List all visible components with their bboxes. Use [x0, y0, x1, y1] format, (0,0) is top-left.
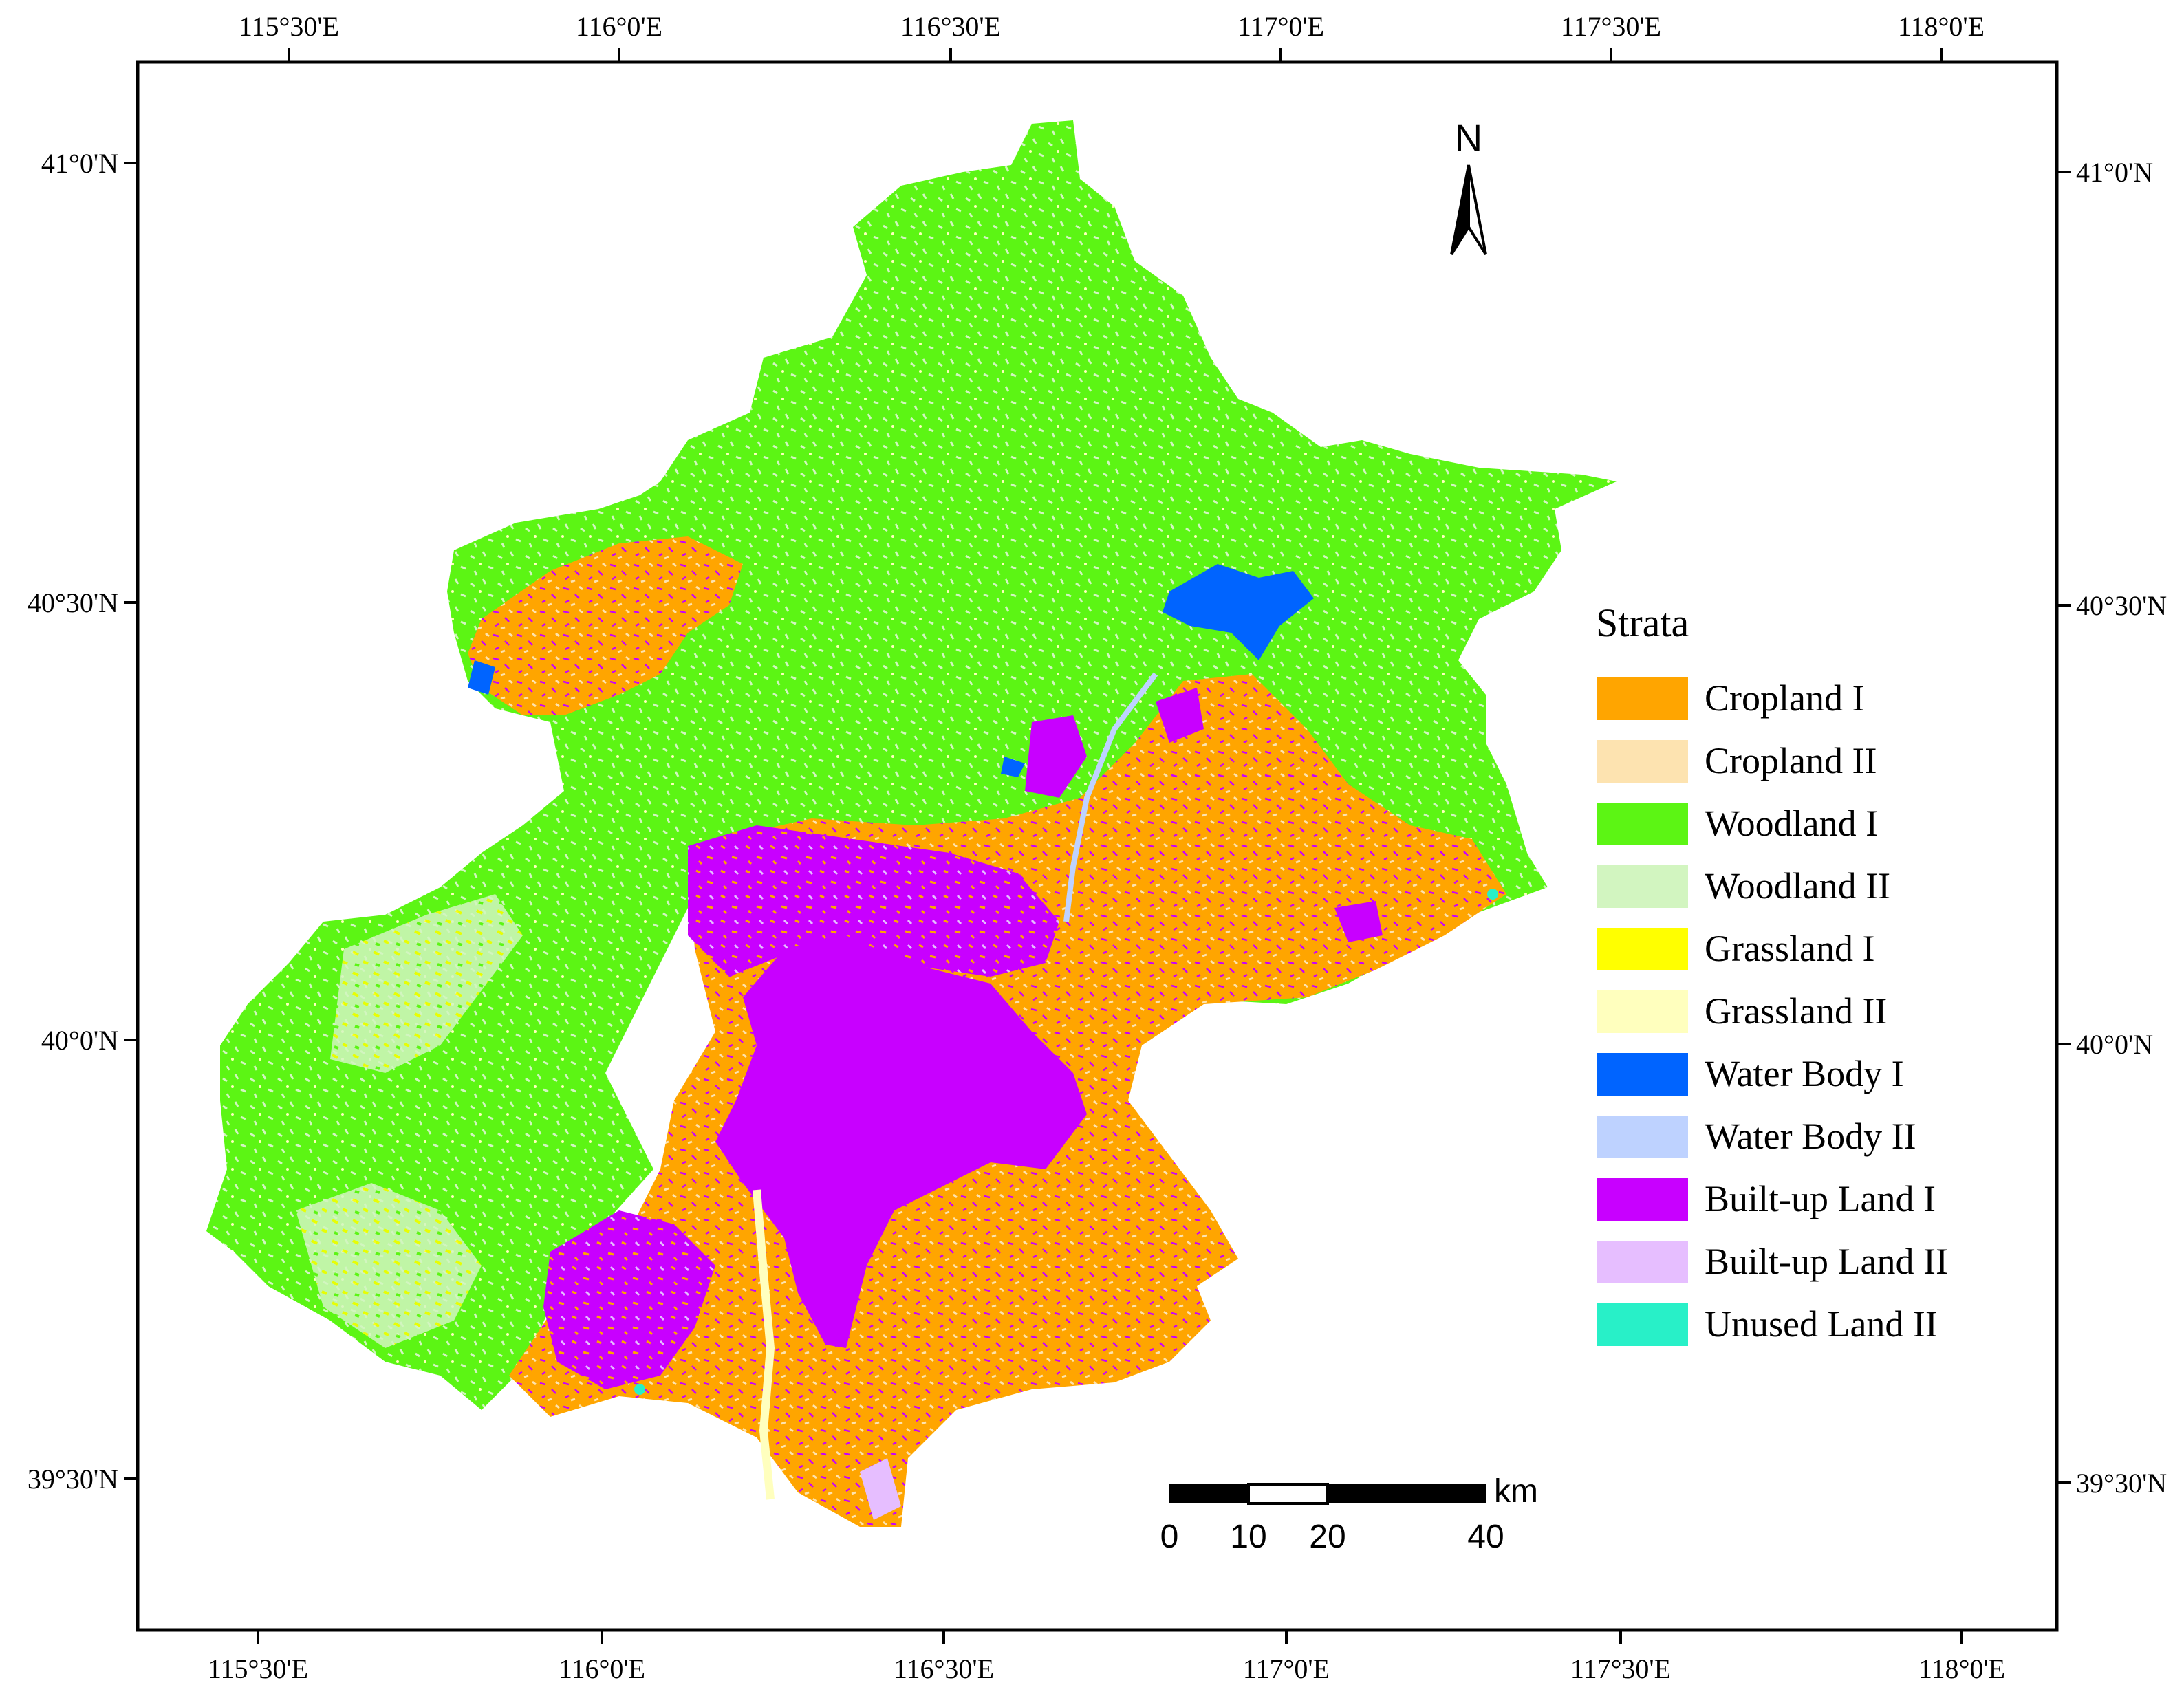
north-arrow-icon: N: [1450, 116, 1487, 256]
legend: Strata Cropland I Cropland II Woodland I Wo…: [1582, 591, 2009, 1362]
lat-label: 41°0'N: [2076, 157, 2153, 188]
north-label: N: [1455, 116, 1482, 160]
builtup-region: [543, 1210, 715, 1389]
scale-unit: km: [1494, 1473, 1538, 1510]
lon-label: 116°30'E: [894, 1653, 994, 1684]
lon-label: 115°30'E: [208, 1653, 308, 1684]
legend-swatch: [1597, 1178, 1688, 1221]
legend-item: Water Body I: [1597, 1053, 1904, 1096]
legend-swatch: [1597, 865, 1688, 908]
legend-label: Built-up Land II: [1705, 1241, 1948, 1282]
lon-ticks: [257, 48, 1963, 1644]
lat-label: 41°0'N: [41, 148, 118, 179]
builtup-region: [688, 825, 1059, 977]
legend-swatch: [1597, 1116, 1688, 1158]
legend-label: Grassland I: [1705, 928, 1874, 969]
legend-swatch: [1597, 990, 1688, 1033]
lat-label: 40°30'N: [28, 587, 118, 618]
legend-item: Woodland I: [1597, 803, 1878, 845]
lon-label: 117°0'E: [1237, 11, 1324, 42]
legend-item: Built-up Land I: [1597, 1178, 1936, 1221]
lon-label: 118°0'E: [1918, 1653, 2005, 1684]
region-landuse: [206, 120, 1617, 1527]
lat-label: 40°0'N: [2076, 1029, 2153, 1060]
lon-label: 117°0'E: [1243, 1653, 1330, 1684]
builtup-patch: [1156, 688, 1204, 743]
reservoir: [468, 660, 495, 695]
legend-label: Water Body I: [1705, 1053, 1904, 1094]
reservoir: [1163, 564, 1314, 660]
legend-swatch: [1597, 1241, 1688, 1283]
cropland-region: [468, 536, 743, 715]
lon-label: 116°0'E: [576, 11, 662, 42]
scale-bar: km 0 10 20 40: [1160, 1473, 1538, 1555]
builtup-patch: [1025, 715, 1087, 798]
urban-core: [715, 935, 1087, 1348]
legend-swatch: [1597, 928, 1688, 970]
left-lat-labels: 41°0'N 40°30'N 40°0'N 39°30'N: [28, 148, 118, 1495]
legend-swatch: [1597, 677, 1688, 720]
scale-tick: 10: [1230, 1519, 1266, 1555]
legend-item: Built-up Land II: [1597, 1241, 1948, 1283]
lon-label: 116°0'E: [559, 1653, 645, 1684]
legend-label: Unused Land II: [1705, 1303, 1938, 1345]
legend-item: Grassland I: [1597, 928, 1874, 970]
builtup-ii-patch: [860, 1458, 901, 1520]
legend-label: Grassland II: [1705, 990, 1887, 1032]
legend-item: Woodland II: [1597, 865, 1890, 908]
lat-label: 40°0'N: [41, 1025, 118, 1056]
scale-tick: 0: [1160, 1519, 1179, 1555]
legend-swatch: [1597, 740, 1688, 783]
lat-label: 39°30'N: [2076, 1468, 2167, 1499]
top-lon-labels: 115°30'E 116°0'E 116°30'E 117°0'E 117°30…: [239, 11, 1985, 42]
builtup-patch: [1334, 901, 1383, 942]
legend-label: Built-up Land I: [1705, 1178, 1936, 1219]
legend-item: Unused Land II: [1597, 1303, 1938, 1346]
river-corridor: [1063, 672, 1158, 922]
legend-label: Cropland I: [1705, 677, 1864, 719]
legend-label: Cropland II: [1705, 740, 1877, 781]
lat-ticks: [124, 162, 2071, 1484]
lat-label: 39°30'N: [28, 1464, 118, 1495]
scale-tick: 20: [1309, 1519, 1345, 1555]
lon-label: 116°30'E: [900, 11, 1001, 42]
grassland-region: [330, 894, 523, 1073]
legend-item: Cropland II: [1597, 740, 1877, 783]
lon-label: 117°30'E: [1570, 1653, 1671, 1684]
legend-title: Strata: [1596, 600, 1689, 645]
reservoir: [1001, 757, 1025, 777]
legend-swatch: [1597, 803, 1688, 845]
legend-item: Grassland II: [1597, 990, 1887, 1033]
lon-label: 115°30'E: [239, 11, 339, 42]
grassland-region: [296, 1183, 482, 1348]
woodland-region: [206, 120, 1617, 1410]
river-corridor: [753, 1189, 775, 1500]
unused-land-patch: [1487, 889, 1498, 900]
lon-label: 118°0'E: [1898, 11, 1985, 42]
legend-label: Woodland II: [1705, 865, 1890, 906]
legend-swatch: [1597, 1053, 1688, 1096]
unused-land-patch: [634, 1384, 645, 1395]
lat-label: 40°30'N: [2076, 590, 2167, 621]
right-lat-labels: 41°0'N 40°30'N 40°0'N 39°30'N: [2076, 157, 2167, 1499]
legend-item: Cropland I: [1597, 677, 1864, 720]
legend-item: Water Body II: [1597, 1116, 1916, 1158]
bottom-lon-labels: 115°30'E 116°0'E 116°30'E 117°0'E 117°30…: [208, 1653, 2005, 1684]
scale-tick: 40: [1467, 1519, 1504, 1555]
lon-label: 117°30'E: [1561, 11, 1661, 42]
legend-swatch: [1597, 1303, 1688, 1346]
legend-label: Water Body II: [1705, 1116, 1916, 1157]
legend-label: Woodland I: [1705, 803, 1878, 844]
